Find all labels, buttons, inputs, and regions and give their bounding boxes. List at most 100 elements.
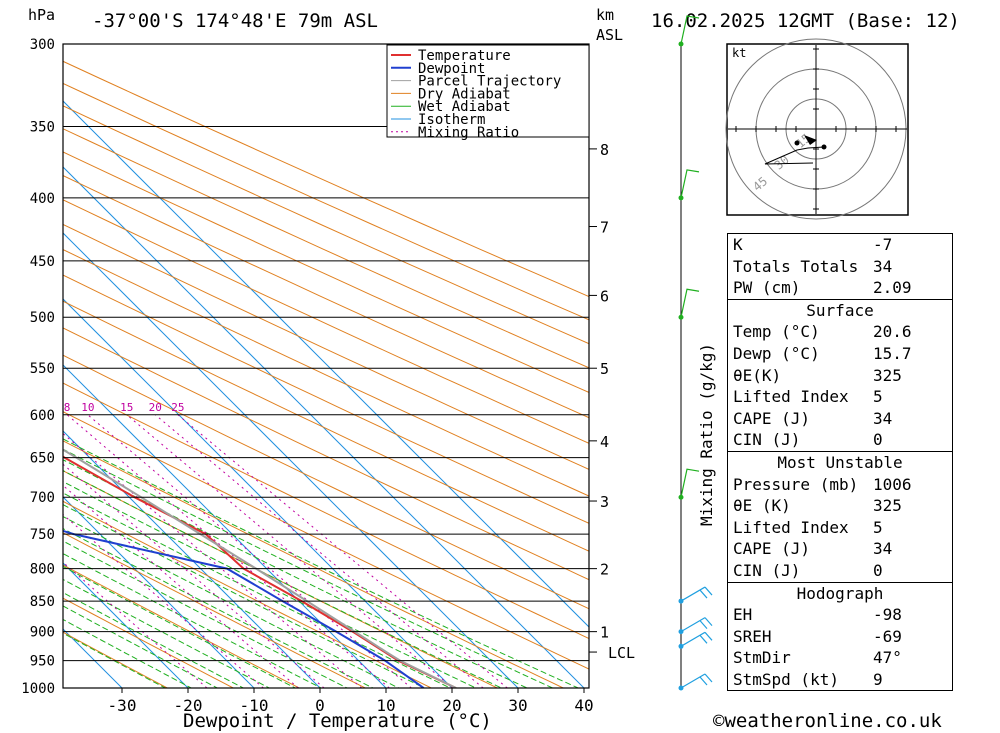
wind-barb-flag	[699, 620, 708, 630]
isotherm-line	[63, 298, 453, 688]
row-value: 325	[873, 496, 902, 516]
km-tick-label: LCL	[608, 644, 635, 662]
wet-adiabat-line	[63, 578, 271, 688]
wind-barb	[680, 586, 706, 602]
row-label: Dewp (°C)	[733, 343, 820, 363]
x-axis-label: Dewpoint / Temperature (°C)	[183, 710, 492, 732]
row-label: θE (K)	[733, 496, 791, 516]
legend-box	[386, 44, 590, 138]
km-tick-label: 8	[600, 141, 609, 159]
row-value: 0	[873, 430, 883, 450]
dry-adiabat-line	[63, 105, 589, 345]
wind-barb-flag	[704, 617, 713, 627]
table-row: PW (cm) 2.09	[728, 277, 952, 299]
table-row: Pressure (mb) 1006	[728, 474, 952, 496]
pressure-label: 300	[30, 37, 55, 53]
wind-barb-flag	[704, 631, 713, 641]
hodograph-trace	[764, 146, 825, 165]
pressure-label: 900	[30, 625, 55, 641]
table-row: θE (K) 325	[728, 495, 952, 517]
row-label: Pressure (mb)	[733, 474, 859, 494]
dry-adiabat-line	[63, 597, 235, 688]
row-label: EH	[733, 605, 753, 625]
dry-adiabat-line	[63, 564, 301, 688]
wind-barb	[680, 288, 700, 318]
row-label: CAPE (J)	[733, 408, 811, 428]
pressure-unit-label: hPa	[28, 6, 56, 24]
pressure-label: 850	[30, 594, 55, 610]
wet-adiabat-line	[63, 605, 219, 688]
pressure-label: 600	[30, 408, 55, 424]
pressure-label: 700	[30, 490, 55, 506]
row-value: -69	[873, 626, 902, 646]
row-value: 34	[873, 539, 893, 559]
series-line-parcel-trajectory	[63, 448, 457, 688]
km-tick-label: 2	[600, 561, 609, 579]
mixing-ratio-line	[154, 414, 484, 688]
table-row: K -7	[728, 234, 952, 256]
row-value: 20.6	[873, 322, 912, 342]
dry-adiabat-line	[63, 500, 433, 688]
row-label: SREH	[733, 626, 772, 646]
dry-adiabat-line	[63, 532, 367, 688]
wind-barb	[680, 15, 700, 45]
row-value: 1006	[873, 474, 912, 494]
x-tick-label: 40	[574, 696, 593, 715]
index-label: K	[733, 235, 743, 254]
mixing-ratio-line	[63, 432, 363, 688]
dry-adiabat-line	[63, 382, 589, 640]
wind-barb-flag	[699, 634, 708, 644]
table-row: EH -98	[728, 604, 952, 626]
wind-barb-flag	[704, 586, 713, 596]
wind-barb-flag	[704, 673, 713, 683]
index-value: 2.09	[873, 278, 912, 298]
dry-adiabat-line	[63, 631, 169, 688]
forecast-datetime: 16.02.2025 12GMT (Base: 12)	[651, 10, 960, 32]
section-title: Surface	[806, 300, 874, 320]
row-label: Lifted Index	[733, 387, 849, 407]
section-title: Hodograph	[796, 583, 884, 603]
indices-table: K -7 Totals Totals 34 PW (cm) 2.09 Surface …	[727, 233, 953, 692]
index-label: Totals Totals	[733, 256, 859, 276]
row-value: 34	[873, 408, 893, 428]
copyright-link[interactable]: ©weatheronline.co.uk	[713, 710, 942, 732]
x-tick-label: -30	[108, 696, 137, 715]
index-value: 34	[873, 256, 893, 276]
dry-adiabat-line	[63, 470, 499, 688]
legend-label: Dry Adiabat	[418, 86, 511, 102]
wind-barb	[680, 468, 700, 498]
km-tick-label: 3	[600, 493, 609, 511]
legend-label: Mixing Ratio	[418, 125, 519, 141]
wet-adiabat-line	[63, 459, 529, 688]
table-row: Dewp (°C) 15.7	[728, 343, 952, 365]
x-tick-label: -10	[240, 696, 269, 715]
mixing-ratio-label: 8	[64, 401, 71, 414]
profile-series	[63, 448, 457, 688]
wind-barb-flag	[699, 589, 708, 599]
wind-barb	[680, 673, 706, 689]
x-tick-label: 0	[315, 696, 325, 715]
km-tick-label: 1	[600, 624, 609, 642]
table-row: Lifted Index 5	[728, 517, 952, 539]
wind-barb-flag	[699, 676, 708, 686]
dry-adiabat-line	[63, 82, 589, 321]
hodograph-section: Hodograph EH -98 SREH -69 StmDir 47° StmSpd…	[728, 581, 952, 691]
pressure-label: 550	[30, 361, 55, 377]
index-label: PW (cm)	[733, 278, 801, 298]
x-tick-label: 30	[508, 696, 527, 715]
row-label: StmDir	[733, 648, 791, 668]
surface-section: Surface Temp (°C) 20.6 Dewp (°C) 15.7 θE(K…	[728, 298, 952, 451]
row-value: 15.7	[873, 343, 912, 363]
height-unit-km: km	[596, 6, 615, 24]
row-value: 5	[873, 517, 883, 537]
height-unit-asl: ASL	[596, 26, 624, 44]
pressure-label: 650	[30, 451, 55, 467]
km-tick-label: 7	[600, 219, 609, 237]
legend-label: Dewpoint	[418, 61, 485, 77]
isotherm-line	[63, 496, 255, 688]
legend-label: Wet Adiabat	[418, 99, 511, 115]
dry-adiabat-line	[63, 128, 589, 369]
row-label: Temp (°C)	[733, 322, 820, 342]
isotherm-line	[63, 562, 189, 688]
